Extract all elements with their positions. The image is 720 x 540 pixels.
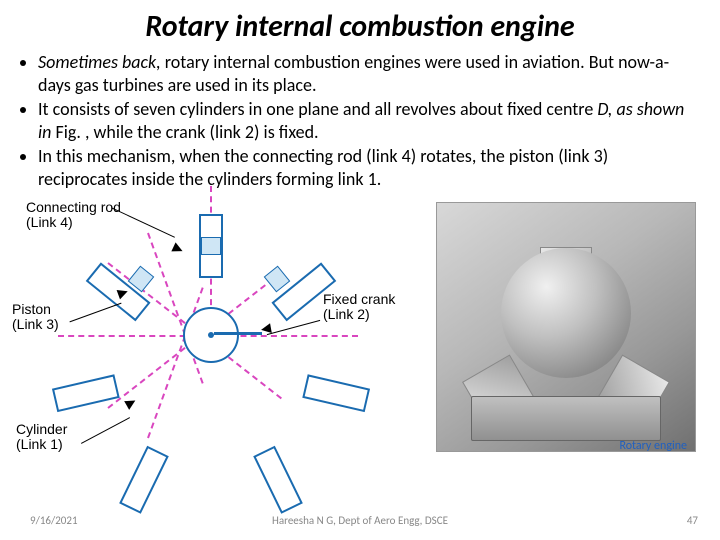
rotary-engine-photo: Rotary engine <box>436 202 696 452</box>
bullet-item: It consists of seven cylinders in one pl… <box>38 98 690 143</box>
photo-caption: Rotary engine <box>619 439 687 453</box>
footer-author: Hareesha N G, Dept of Aero Engg, DSCE <box>272 514 448 527</box>
footer-date: 9/16/2021 <box>30 514 78 527</box>
slide-title: Rotary internal combustion engine <box>0 0 720 51</box>
bullet-item: In this mechanism, when the connecting r… <box>38 145 690 190</box>
mechanism-diagram: Connecting rod(Link 4) Piston(Link 3) Cy… <box>18 202 428 462</box>
footer-page-number: 47 <box>687 514 698 527</box>
label-connecting-rod: Connecting rod(Link 4) <box>26 200 121 231</box>
bullet-list: Sometimes back, rotary internal combusti… <box>0 51 720 190</box>
label-fixed-crank: Fixed crank(Link 2) <box>323 292 395 323</box>
label-cylinder: Cylinder(Link 1) <box>16 422 67 453</box>
slide-footer: 9/16/2021 Hareesha N G, Dept of Aero Eng… <box>0 514 720 532</box>
label-piston: Piston(Link 3) <box>12 302 59 333</box>
content-row: Connecting rod(Link 4) Piston(Link 3) Cy… <box>0 192 720 462</box>
bullet-item: Sometimes back, rotary internal combusti… <box>38 51 690 96</box>
